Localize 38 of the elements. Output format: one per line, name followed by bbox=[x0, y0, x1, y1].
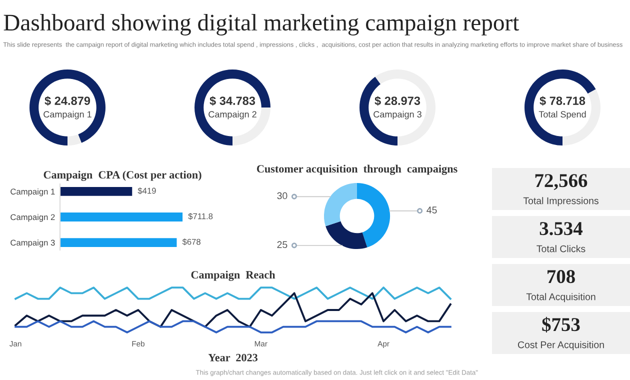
text: Campaign 1 bbox=[44, 110, 92, 120]
text: $753 bbox=[542, 316, 580, 332]
text: $ 34.783 bbox=[210, 96, 256, 106]
text: Dashboard showing digital marketing campaign report bbox=[4, 14, 520, 36]
y-tick-label: Campaign 1 bbox=[10, 188, 55, 196]
text: 708 bbox=[548, 270, 575, 284]
donut-slice bbox=[357, 182, 390, 248]
text: $ 78.718 bbox=[540, 96, 586, 106]
y-tick-label: Campaign 3 bbox=[10, 240, 55, 248]
chart-title: Campaign CPA (Cost per action) bbox=[44, 170, 202, 181]
text: Cost Per Acquisition bbox=[518, 341, 604, 350]
data-label: 45 bbox=[426, 206, 437, 214]
donut-slice bbox=[524, 70, 596, 146]
data-label: $711.8 bbox=[188, 212, 213, 220]
data-label: 25 bbox=[277, 241, 288, 248]
donut-slice bbox=[326, 221, 368, 250]
x-axis-title: Year 2023 bbox=[208, 354, 258, 362]
donut-slice bbox=[194, 70, 270, 146]
donut-slice bbox=[68, 134, 82, 146]
data-label: $678 bbox=[182, 238, 200, 246]
text: $ 24.879 bbox=[44, 96, 90, 106]
text: Total Clicks bbox=[536, 245, 586, 252]
text: Campaign 3 bbox=[374, 110, 422, 120]
text: Total Impressions bbox=[523, 197, 598, 206]
chart-title: Campaign Reach bbox=[191, 270, 276, 281]
donut-slice bbox=[30, 70, 106, 146]
y-tick-label: Campaign 2 bbox=[10, 214, 55, 222]
donut-slice bbox=[324, 182, 357, 226]
text: $ 28.973 bbox=[374, 96, 420, 106]
donut-slice bbox=[375, 70, 436, 146]
chart-title: Customer acquisition through campaigns bbox=[256, 164, 458, 175]
text: Total Acquisition bbox=[526, 293, 596, 302]
text: Campaign 2 bbox=[208, 110, 256, 120]
text: 72,566 bbox=[535, 174, 588, 190]
text: 3.534 bbox=[540, 222, 583, 236]
data-label: 30 bbox=[277, 192, 288, 200]
text: Total Spend bbox=[538, 110, 586, 120]
data-label: $419 bbox=[138, 187, 156, 194]
